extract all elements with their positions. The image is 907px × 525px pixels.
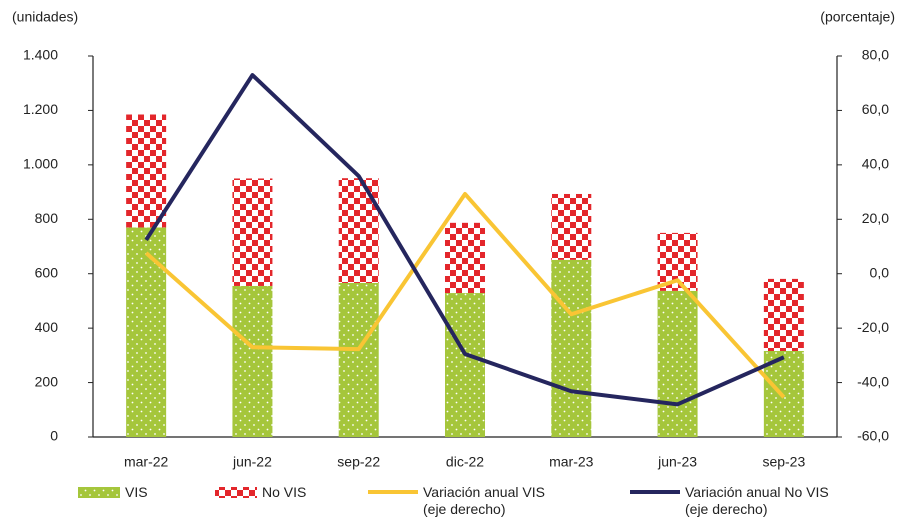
line-series [144, 191, 786, 399]
bar-segment [126, 227, 167, 437]
bar-segment [445, 293, 485, 437]
y2-tick-label: 0,0 [870, 264, 890, 280]
y-tick-label: 0 [50, 428, 58, 444]
legend-item: VIS [70, 484, 148, 501]
legend-item: Variación anual VIS (eje derecho) [368, 484, 563, 518]
bar-segment [126, 114, 167, 228]
y2-tick-label: -40,0 [857, 373, 889, 389]
bar-segment [763, 278, 804, 352]
y2-axis-title: (porcentaje) [820, 9, 895, 25]
y-tick-label: 1.000 [23, 156, 58, 172]
bar-segment [338, 178, 379, 283]
y-tick-label: 600 [35, 264, 59, 280]
bar-segment [232, 178, 273, 286]
legend-item: Variación anual No VIS (eje derecho) [630, 484, 840, 518]
bar-segment [445, 222, 485, 294]
legend-label: No VIS [262, 484, 307, 500]
bar-segment [338, 282, 379, 437]
x-tick-label: dic-22 [446, 454, 484, 470]
legend-marker [368, 490, 418, 494]
x-tick-label: mar-23 [549, 454, 594, 470]
x-tick-label: sep-23 [762, 454, 805, 470]
bar-segment [232, 285, 273, 437]
y-tick-label: 1.400 [23, 47, 58, 63]
legend-label: VIS [125, 484, 148, 500]
bar-segment [551, 259, 592, 437]
x-tick-label: jun-23 [657, 454, 697, 470]
x-tick-label: jun-22 [232, 454, 272, 470]
x-tick-label: mar-22 [124, 454, 169, 470]
y-tick-label: 400 [35, 319, 59, 335]
legend-label: Variación anual No VIS (eje derecho) [685, 484, 829, 517]
y-tick-label: 800 [35, 210, 59, 226]
x-tick-label: sep-22 [337, 454, 380, 470]
legend-marker [630, 490, 680, 494]
legend-marker [215, 487, 257, 498]
y2-tick-label: -60,0 [857, 428, 889, 444]
y2-tick-label: 80,0 [862, 47, 889, 63]
y2-tick-label: 20,0 [862, 210, 889, 226]
bar-segment [657, 290, 698, 437]
legend-item: No VIS [207, 484, 306, 501]
y-tick-label: 200 [35, 373, 59, 389]
y2-tick-label: -20,0 [857, 319, 889, 335]
line-series [144, 73, 785, 407]
legend-label: Variación anual VIS (eje derecho) [423, 484, 545, 517]
y2-tick-label: 40,0 [862, 156, 889, 172]
bar-segment [551, 193, 592, 260]
y-axis-title: (unidades) [12, 9, 78, 25]
legend-marker [78, 487, 120, 498]
y-tick-label: 1.200 [23, 101, 58, 117]
y2-tick-label: 60,0 [862, 101, 889, 117]
